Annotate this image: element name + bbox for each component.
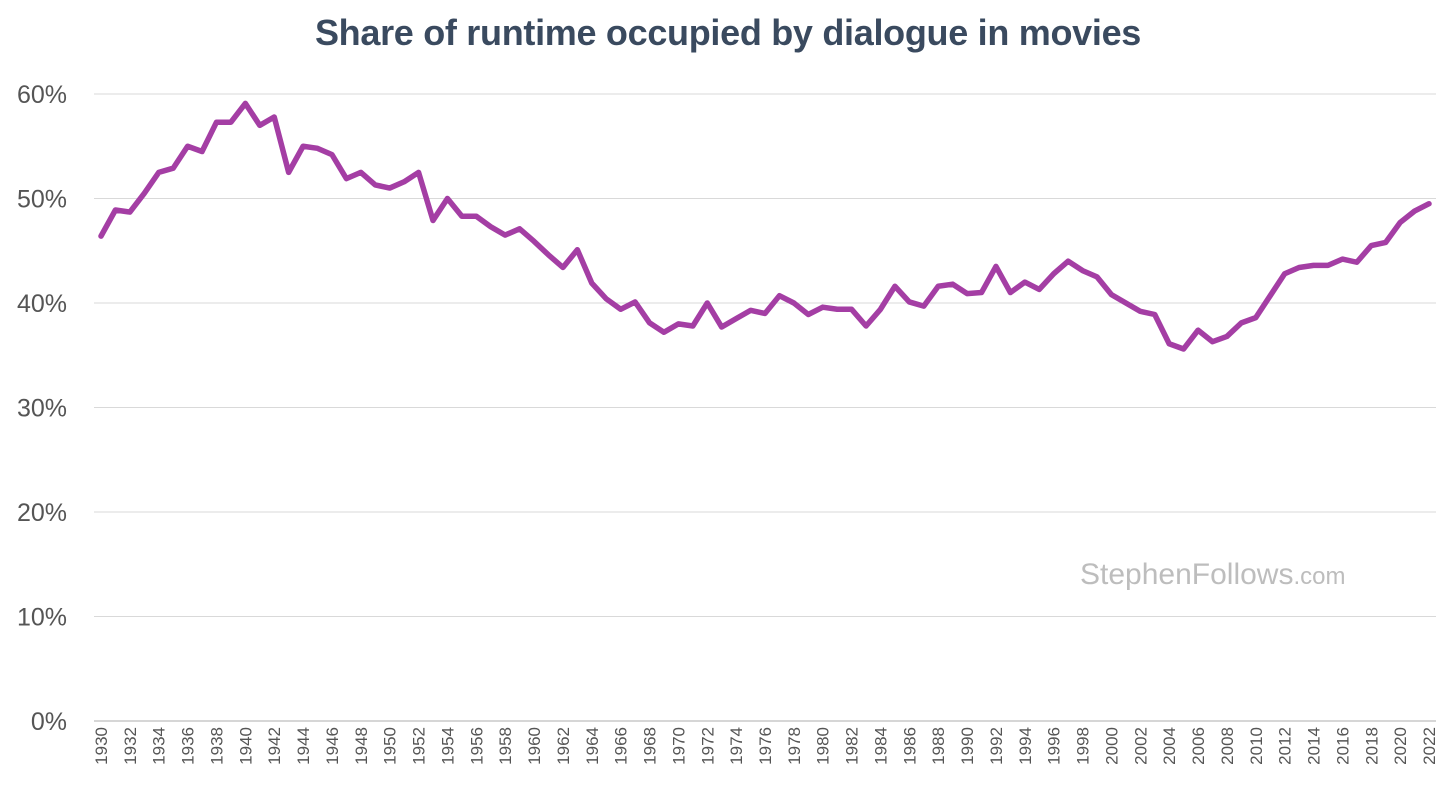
x-tick-label: 1958 (496, 727, 515, 765)
x-tick-label: 2022 (1420, 727, 1439, 765)
x-tick-label: 1992 (987, 727, 1006, 765)
x-tick-label: 1994 (1016, 727, 1035, 765)
gridlines (94, 93, 1436, 722)
x-tick-label: 2002 (1131, 727, 1150, 765)
y-tick-label: 20% (17, 499, 67, 527)
x-tick-label: 2018 (1362, 727, 1381, 765)
x-axis-tick-labels: 1930 1932 1934 1936 1938 1940 1942 1944 1946 1948… (92, 727, 1439, 765)
x-tick-label: 1988 (929, 727, 948, 765)
x-tick-label: 1962 (554, 727, 573, 765)
x-tick-label: 2006 (1189, 727, 1208, 765)
x-tick-label: 2012 (1276, 727, 1295, 765)
watermark-tld: .com (1293, 563, 1346, 590)
y-tick-label: 0% (31, 708, 67, 736)
x-tick-label: 2008 (1218, 727, 1237, 765)
x-tick-label: 1946 (323, 727, 342, 765)
x-tick-label: 1940 (236, 727, 255, 765)
series-layer (98, 100, 1432, 352)
x-tick-label: 1984 (871, 727, 890, 765)
x-tick-label: 1970 (669, 727, 688, 765)
x-tick-label: 2000 (1102, 727, 1121, 765)
x-tick-label: 2010 (1247, 727, 1266, 765)
x-tick-label: 1964 (583, 727, 602, 765)
x-tick-label: 1978 (785, 727, 804, 765)
x-tick-label: 1930 (92, 727, 111, 765)
x-tick-label: 1982 (843, 727, 862, 765)
watermark: StephenFollows.com (1080, 558, 1345, 592)
series-line (98, 100, 1432, 352)
x-tick-label: 1934 (150, 727, 169, 765)
watermark-name: StephenFollows (1080, 558, 1294, 591)
x-tick-label: 1936 (179, 727, 198, 765)
x-tick-label: 1996 (1045, 727, 1064, 765)
x-tick-label: 2016 (1333, 727, 1352, 765)
x-tick-label: 1942 (265, 727, 284, 765)
x-tick-label: 1976 (756, 727, 775, 765)
x-tick-label: 1938 (207, 727, 226, 765)
chart-title: Share of runtime occupied by dialogue in… (314, 12, 1142, 53)
x-tick-label: 2004 (1160, 727, 1179, 765)
x-tick-label: 1990 (958, 727, 977, 765)
x-tick-label: 1960 (525, 727, 544, 765)
x-tick-label: 1956 (467, 727, 486, 765)
x-tick-label: 1944 (294, 727, 313, 765)
y-tick-label: 50% (17, 186, 67, 214)
x-tick-label: 1932 (121, 727, 140, 765)
x-tick-label: 1998 (1074, 727, 1093, 765)
x-tick-label: 1952 (410, 727, 429, 765)
x-tick-label: 1948 (352, 727, 371, 765)
x-tick-label: 1966 (612, 727, 631, 765)
y-tick-label: 40% (17, 290, 67, 318)
x-tick-label: 1980 (814, 727, 833, 765)
y-axis-tick-labels: 0% 10% 20% 30% 40% 50% 60% (17, 81, 67, 736)
x-tick-label: 1950 (381, 727, 400, 765)
y-tick-label: 30% (17, 395, 67, 423)
x-tick-label: 2020 (1391, 727, 1410, 765)
x-tick-label: 1968 (641, 727, 660, 765)
y-tick-label: 60% (17, 81, 67, 109)
y-tick-label: 10% (17, 604, 67, 632)
x-tick-label: 1972 (698, 727, 717, 765)
x-tick-label: 1986 (900, 727, 919, 765)
x-tick-label: 2014 (1305, 727, 1324, 765)
x-tick-label: 1974 (727, 727, 746, 765)
x-tick-label: 1954 (438, 727, 457, 765)
